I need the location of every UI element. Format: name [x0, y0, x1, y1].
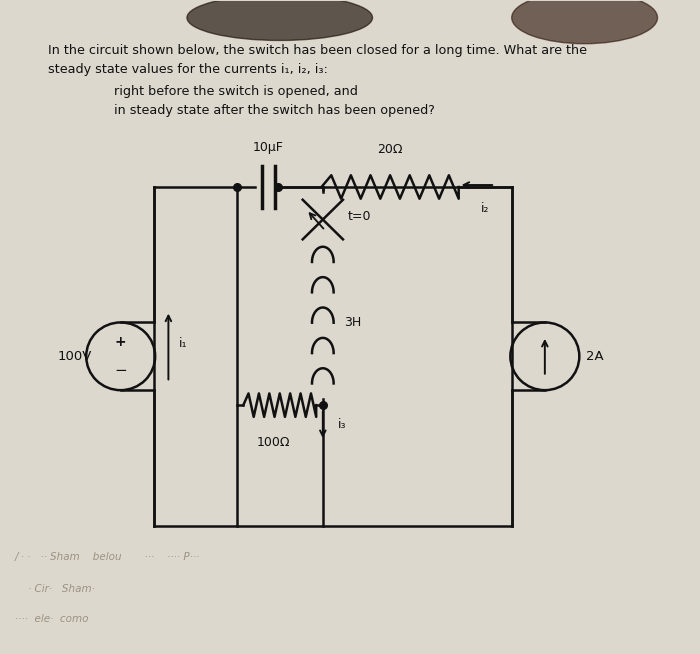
- Text: in steady state after the switch has been opened?: in steady state after the switch has bee…: [114, 104, 435, 117]
- Text: In the circuit shown below, the switch has been closed for a long time. What are: In the circuit shown below, the switch h…: [48, 44, 587, 57]
- Text: 2A: 2A: [586, 350, 603, 363]
- Text: ····  ele·  como: ···· ele· como: [15, 613, 88, 623]
- Text: +: +: [115, 335, 127, 349]
- Ellipse shape: [512, 0, 657, 44]
- Text: 100V: 100V: [57, 350, 92, 363]
- Text: right before the switch is opened, and: right before the switch is opened, and: [114, 85, 358, 97]
- Text: i₁: i₁: [179, 337, 188, 350]
- Text: 3H: 3H: [344, 316, 361, 329]
- Text: t=0: t=0: [348, 210, 372, 223]
- Text: · Cir·   Sham·: · Cir· Sham·: [28, 584, 94, 594]
- Text: / · ·   ·· Sham    belou       ···    ···· P···: / · · ·· Sham belou ··· ···· P···: [15, 552, 200, 562]
- Text: steady state values for the currents i₁, i₂, i₃:: steady state values for the currents i₁,…: [48, 63, 328, 77]
- Text: 20Ω: 20Ω: [377, 143, 402, 156]
- Text: 100Ω: 100Ω: [256, 436, 290, 449]
- Ellipse shape: [187, 0, 372, 41]
- Text: i₂: i₂: [481, 201, 489, 215]
- Text: i₃: i₃: [337, 418, 346, 431]
- Text: 10μF: 10μF: [253, 141, 284, 154]
- Text: −: −: [114, 363, 127, 378]
